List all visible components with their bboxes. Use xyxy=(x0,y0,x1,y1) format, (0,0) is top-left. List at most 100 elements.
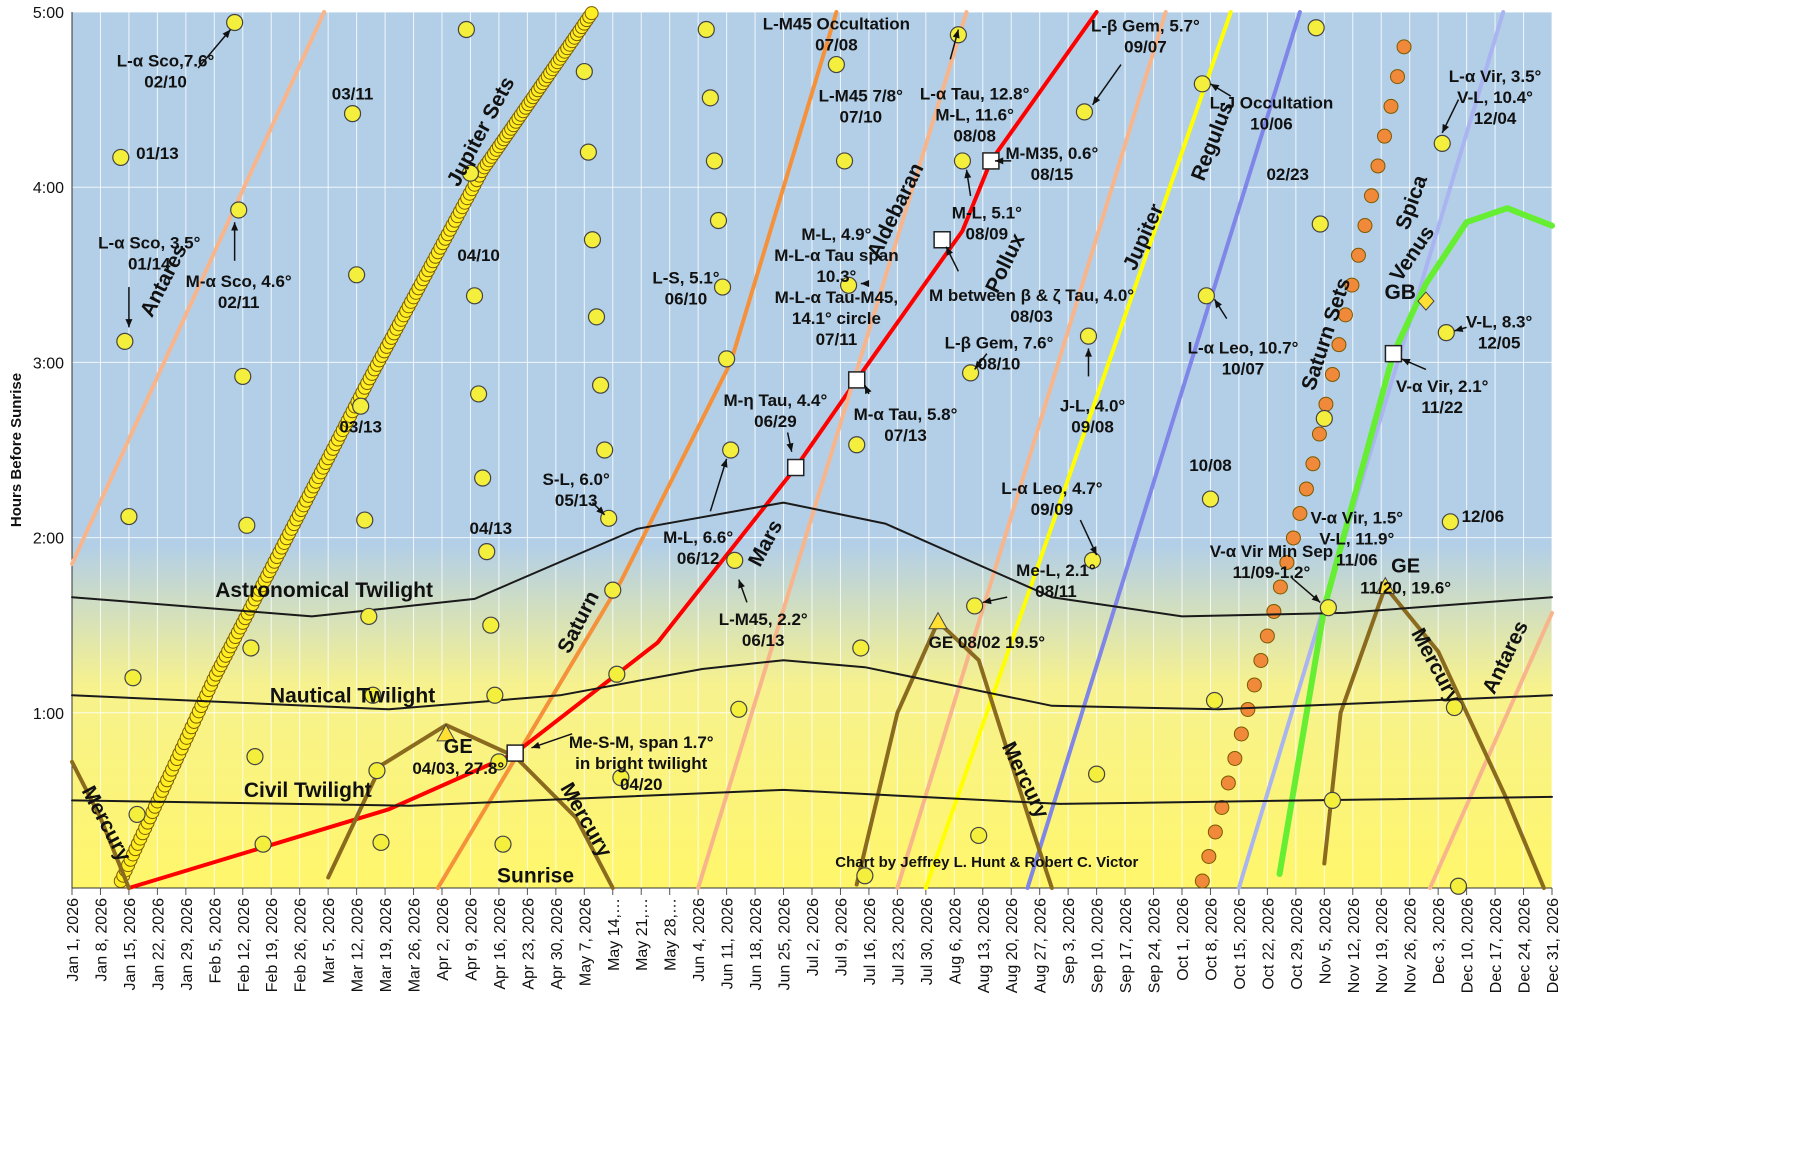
annotation: L-α Sco, 3.5° 01/14 xyxy=(98,234,200,274)
annotation-line: 02/11 xyxy=(218,293,260,312)
x-tick-label: Dec 10, 2026 xyxy=(1460,898,1477,993)
annotation-line: 07/11 xyxy=(816,330,858,349)
annotation-line: 08/10 xyxy=(978,354,1021,373)
x-tick-label: Jul 30, 2026 xyxy=(919,898,936,985)
moon-marker xyxy=(591,376,610,394)
x-tick-label: Apr 16, 2026 xyxy=(492,898,509,990)
annotation: M-L, 6.6° 06/12 xyxy=(663,528,733,568)
moon-marker xyxy=(1323,791,1342,810)
annotation-arrow xyxy=(197,29,232,69)
annotation-line: 08/09 xyxy=(966,225,1009,244)
moon-marker xyxy=(343,105,362,123)
moon-marker xyxy=(575,62,593,81)
moon-marker xyxy=(604,581,622,599)
moon-marker xyxy=(1197,287,1215,305)
annotation-line: 12/04 xyxy=(1474,109,1517,128)
saturn-sets-dot xyxy=(1376,128,1392,144)
saturn-sets-dot xyxy=(1285,530,1301,546)
moon-marker xyxy=(1449,877,1468,895)
moon-marker xyxy=(124,669,142,687)
annotation-line: 09/08 xyxy=(1071,417,1114,436)
annotation-line: Me-L, 2.1° xyxy=(1016,561,1096,580)
arrow-head xyxy=(531,741,541,749)
y-tick-label: 5:00 xyxy=(33,5,64,22)
annotation-line: 12/05 xyxy=(1478,333,1521,352)
moon-marker xyxy=(348,266,366,284)
moon-marker xyxy=(368,762,386,780)
x-tick-label: Dec 31, 2026 xyxy=(1545,898,1562,993)
moon-marker xyxy=(461,164,480,182)
annotation: L-M45, 2.2° 06/13 xyxy=(719,610,808,650)
saturn-sets-dot xyxy=(1363,188,1379,204)
moon-marker xyxy=(596,441,614,459)
annotation-line: M-L, 11.6° xyxy=(935,106,1014,125)
saturn-sets-dot xyxy=(1272,579,1288,595)
saturn-sets-dot xyxy=(1266,603,1282,619)
annotation-line: L-α Leo, 4.7° xyxy=(1001,479,1103,498)
annotation: L-M45 Occultation 07/08 xyxy=(763,15,910,55)
annotation: L-α Vir, 3.5° V-L, 10.4° 12/04 xyxy=(1449,67,1542,128)
mercury-line xyxy=(854,619,1054,890)
annotation-line: L-α Sco,7.6° xyxy=(117,51,215,70)
annotation: Me-S-M, span 1.7° in bright twilight 04/20 xyxy=(569,733,714,794)
x-tick-label: Sep 24, 2026 xyxy=(1147,898,1164,993)
annotation-line: V-L, 11.9° xyxy=(1319,530,1394,549)
annotation: M between β & ζ Tau, 4.0° 08/03 xyxy=(929,286,1134,326)
moon-marker xyxy=(718,350,736,368)
x-tick-label: Dec 17, 2026 xyxy=(1488,898,1505,993)
annotation-line: V-α Vir, 2.1° xyxy=(1396,377,1489,396)
annotation-line: L-β Gem, 7.6° xyxy=(945,333,1054,352)
annotation-line: Me-S-M, span 1.7° xyxy=(569,733,714,752)
annotation-line: 08/08 xyxy=(953,127,996,146)
moon-marker xyxy=(953,152,972,170)
moon-marker xyxy=(128,805,146,824)
x-tick-label: Mar 26, 2026 xyxy=(407,898,424,992)
moon-marker xyxy=(839,276,858,294)
annotation: GE 04/03, 27.8° xyxy=(412,736,504,778)
annotation-line: L-β Gem, 5.7° xyxy=(1091,16,1200,35)
x-tick-label: Apr 2, 2026 xyxy=(435,898,452,981)
arrow-head xyxy=(1442,123,1450,133)
annotation-line: M-L, 4.9° xyxy=(801,225,871,244)
mercury-line xyxy=(326,723,615,890)
annotation: V-α Vir, 1.5° V-L, 11.9° 11/06 xyxy=(1311,509,1404,570)
moon-marker xyxy=(474,469,492,487)
curve-label-astronomical-twilight: Astronomical Twilight xyxy=(215,579,433,602)
x-tick-label: Oct 8, 2026 xyxy=(1203,898,1220,981)
annotation-line: 10.3° xyxy=(816,267,856,286)
annotation-line: GE xyxy=(444,736,473,758)
moon-marker xyxy=(709,211,728,230)
annotation-line: 07/13 xyxy=(884,426,927,445)
arrow-head xyxy=(231,222,239,231)
annotation-line: M between β & ζ Tau, 4.0° xyxy=(929,286,1134,305)
arrow-head xyxy=(964,169,972,179)
x-tick-label: Jul 23, 2026 xyxy=(890,898,907,985)
arrow-head xyxy=(982,597,992,605)
annotation-line: 01/14 xyxy=(128,255,171,274)
x-tick-label: Mar 12, 2026 xyxy=(350,898,367,992)
saturn-sets-dot xyxy=(1298,481,1314,497)
annotation-line: 08/15 xyxy=(1031,165,1074,184)
annotation-line: 14.1° circle xyxy=(792,309,881,328)
x-tick-label: Oct 15, 2026 xyxy=(1232,898,1249,990)
annotation: L-α Tau, 12.8° M-L, 11.6° 08/08 xyxy=(920,85,1030,146)
moon-marker xyxy=(234,367,252,386)
annotation-line: L-M45 Occultation xyxy=(763,15,910,34)
moon-marker xyxy=(1083,551,1102,569)
annotation-line: L-α Vir, 3.5° xyxy=(1449,67,1542,86)
annotation-line: V-α Vir, 1.5° xyxy=(1311,509,1404,528)
arrow-head xyxy=(1401,358,1411,366)
moon-marker xyxy=(1075,103,1094,121)
annotation-line: V-L, 8.3° xyxy=(1466,312,1533,331)
arrow-head xyxy=(860,280,870,288)
arrow-head xyxy=(994,157,1004,165)
greatest-elongation-marker xyxy=(1375,576,1396,595)
mercury-line xyxy=(70,759,131,890)
annotation-line: 06/10 xyxy=(665,290,708,309)
annotation-line: M-L, 6.6° xyxy=(663,528,733,547)
pollux-line xyxy=(895,10,1168,890)
annotation-line: L-α Tau, 12.8° xyxy=(920,85,1030,104)
annotation: 04/13 xyxy=(470,519,513,538)
x-tick-label: Feb 19, 2026 xyxy=(264,898,281,992)
